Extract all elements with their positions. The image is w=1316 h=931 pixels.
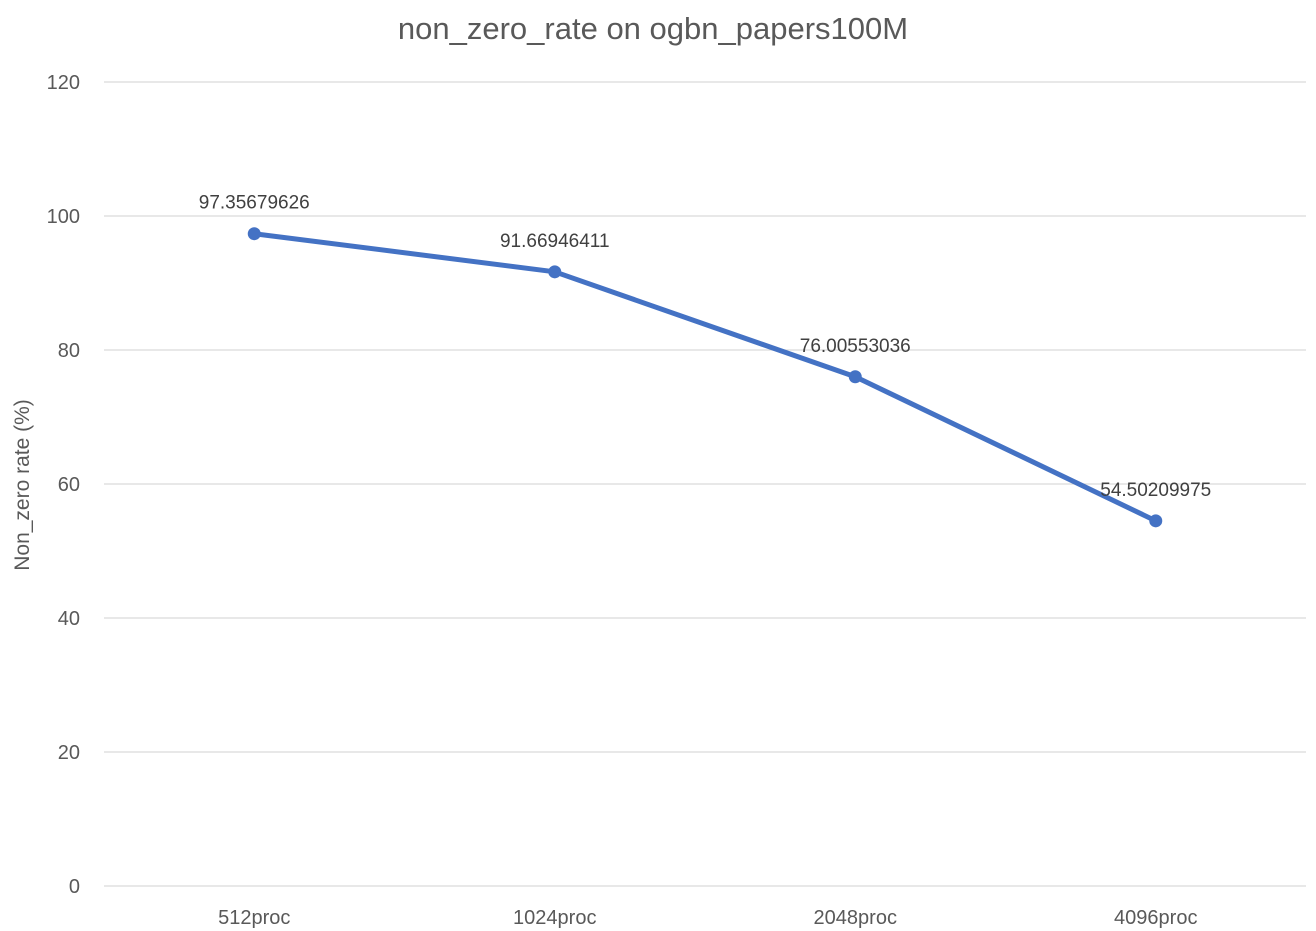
data-label: 91.66946411 xyxy=(500,231,610,252)
data-point xyxy=(247,227,261,241)
data-point xyxy=(548,265,562,279)
x-tick-label: 4096proc xyxy=(1114,907,1197,929)
x-axis-ticks: 512proc 1024proc 2048proc 4096proc xyxy=(218,907,1197,929)
y-axis-title: Non_zero rate (%) xyxy=(11,399,34,571)
data-label: 97.35679626 xyxy=(199,193,310,214)
data-point xyxy=(1149,514,1163,528)
y-tick-label: 0 xyxy=(69,876,80,898)
data-labels: 97.35679626 91.66946411 76.00553036 54.5020… xyxy=(199,193,1211,501)
x-tick-label: 2048proc xyxy=(814,907,897,929)
y-tick-label: 60 xyxy=(58,474,80,496)
gridlines xyxy=(104,81,1306,887)
y-tick-label: 100 xyxy=(47,206,80,228)
series-line xyxy=(251,231,1159,524)
y-tick-label: 20 xyxy=(58,742,80,764)
series-layer xyxy=(247,227,1163,528)
y-tick-label: 40 xyxy=(58,608,80,630)
y-tick-label: 80 xyxy=(58,340,80,362)
y-axis-ticks: 0 20 40 60 80 100 120 xyxy=(47,72,80,898)
x-tick-label: 1024proc xyxy=(513,907,596,929)
x-tick-label: 512proc xyxy=(218,907,290,929)
data-point xyxy=(848,370,862,384)
chart-title: non_zero_rate on ogbn_papers100M xyxy=(398,11,908,46)
data-label: 54.50209975 xyxy=(1100,480,1211,501)
data-label: 76.00553036 xyxy=(800,336,911,357)
y-tick-label: 120 xyxy=(47,72,80,94)
